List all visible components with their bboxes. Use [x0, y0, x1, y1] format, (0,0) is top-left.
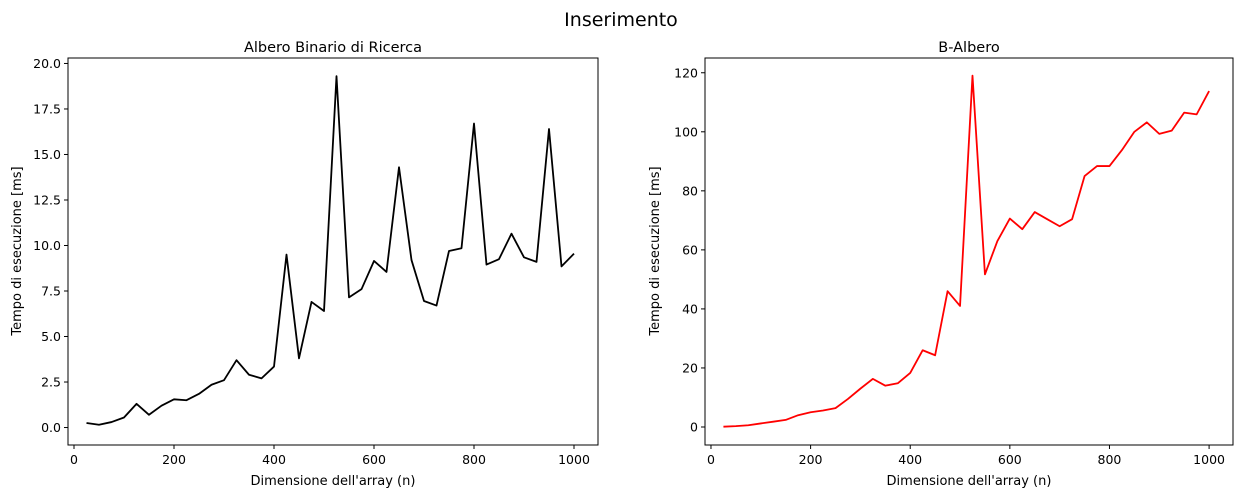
y-tick-label: 0.0 — [41, 420, 61, 435]
y-tick-label: 10.0 — [33, 238, 61, 253]
x-tick-label: 400 — [898, 452, 922, 467]
y-tick-label: 2.5 — [41, 375, 61, 390]
x-tick-label: 0 — [70, 452, 78, 467]
x-tick-label: 600 — [998, 452, 1022, 467]
figure-title: Inserimento — [564, 9, 678, 31]
x-tick-label: 800 — [1098, 452, 1122, 467]
y-tick-label: 12.5 — [33, 192, 61, 207]
plot-frame-left — [67, 57, 599, 446]
y-tick-label: 5.0 — [41, 329, 61, 344]
y-tick-label: 20.0 — [33, 56, 61, 71]
axes-right: 0 200 400 600 800 1000 0 20 40 60 80 100 120 — [674, 57, 1234, 467]
y-axis-label-left: Tempo di esecuzione [ms] — [10, 166, 25, 336]
axes-left: 0 200 400 600 800 1000 0.0 2.5 5.0 7.5 10.0 12.5 15.… — [33, 56, 599, 467]
x-tick-label: 800 — [462, 452, 486, 467]
y-tick-label: 20 — [682, 360, 698, 375]
x-tick-label: 200 — [162, 452, 186, 467]
chart-left: Albero Binario di Ricerca 0 200 400 600 800 1… — [10, 40, 599, 489]
x-tick-label: 1000 — [558, 452, 590, 467]
y-tick-label: 7.5 — [41, 284, 61, 299]
y-tick-label: 80 — [682, 183, 698, 198]
chart-title-left: Albero Binario di Ricerca — [244, 40, 422, 56]
series-line-right — [723, 74, 1210, 428]
y-tick-label: 40 — [682, 301, 698, 316]
x-tick-label: 600 — [362, 452, 386, 467]
chart-right: B-Albero 0 200 400 600 800 1000 0 20 40 60 80 100 12… — [648, 40, 1234, 489]
y-axis-label-right: Tempo di esecuzione [ms] — [648, 166, 663, 336]
y-tick-label: 60 — [682, 242, 698, 257]
x-tick-label: 0 — [707, 452, 715, 467]
series-line-left — [86, 75, 575, 426]
y-tick-label: 0 — [690, 419, 698, 434]
x-tick-label: 1000 — [1193, 452, 1225, 467]
plot-frame-right — [704, 57, 1234, 446]
x-tick-label: 200 — [799, 452, 823, 467]
y-tick-label: 17.5 — [33, 101, 61, 116]
y-tick-label: 15.0 — [33, 147, 61, 162]
y-tick-label: 120 — [674, 65, 698, 80]
chart-title-right: B-Albero — [938, 40, 1000, 56]
x-tick-label: 400 — [262, 452, 286, 467]
y-tick-label: 100 — [674, 124, 698, 139]
x-axis-label-right: Dimensione dell'array (n) — [887, 474, 1052, 489]
x-axis-label-left: Dimensione dell'array (n) — [251, 474, 416, 489]
